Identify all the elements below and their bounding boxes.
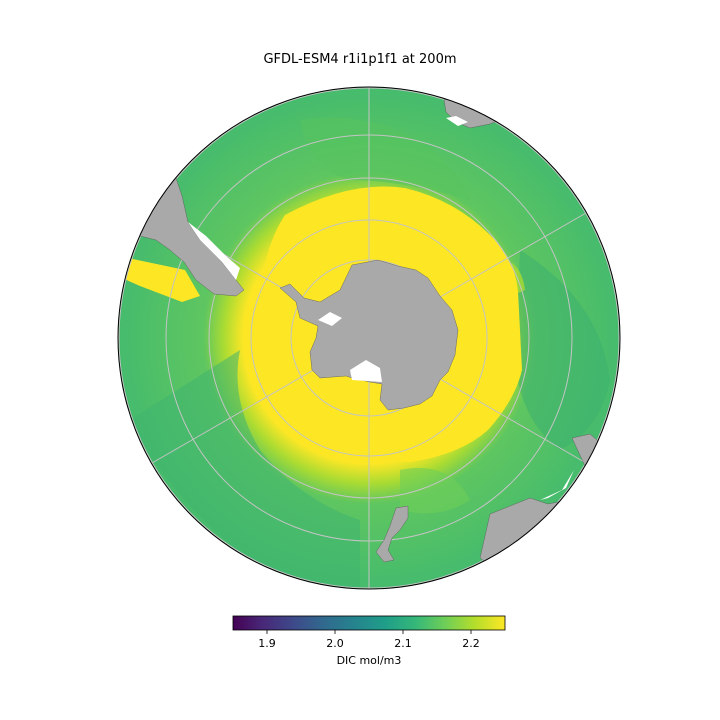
ocean-patch-shelf bbox=[122, 258, 200, 302]
colorbar-ticks: 1.9 2.0 2.1 2.2 bbox=[258, 630, 480, 650]
antarctica bbox=[279, 259, 459, 411]
ocean-patch-atlantic bbox=[300, 117, 470, 200]
colorbar-tick-label: 2.2 bbox=[462, 637, 480, 650]
new-zealand bbox=[375, 505, 409, 563]
colorbar-tick-label: 2.0 bbox=[326, 637, 344, 650]
colorbar-tick-label: 1.9 bbox=[258, 637, 276, 650]
ross-ice-shelf bbox=[350, 360, 382, 382]
plot-title: GFDL-ESM4 r1i1p1f1 at 200m bbox=[263, 52, 457, 67]
colorbar-tick-label: 2.1 bbox=[394, 637, 412, 650]
ocean-patch-new-zealand bbox=[400, 468, 470, 514]
map-border bbox=[117, 86, 621, 590]
ocean-patch-indian bbox=[515, 250, 610, 450]
colorbar: 1.9 2.0 2.1 2.2 bbox=[232, 615, 506, 650]
ocean-patch-pacific bbox=[130, 350, 360, 589]
weddell-ice-shelf bbox=[318, 312, 342, 326]
nodata-edges bbox=[188, 116, 574, 500]
colorbar-gradient bbox=[232, 615, 506, 631]
colorbar-label: DIC mol/m3 bbox=[336, 654, 402, 667]
